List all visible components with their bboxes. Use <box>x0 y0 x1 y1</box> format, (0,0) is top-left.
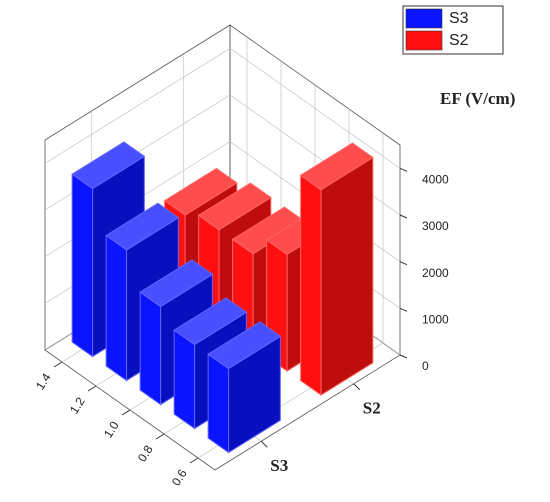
bar-top <box>197 182 272 231</box>
z-tick-label: 2000 <box>422 266 449 280</box>
bar-top <box>299 142 374 191</box>
bar-front <box>139 291 162 406</box>
z-tick <box>399 261 408 266</box>
bar-front <box>173 329 196 430</box>
x-tick <box>87 385 97 392</box>
bar <box>299 142 374 397</box>
x-tick-label: 1.2 <box>67 395 88 417</box>
x-tick-label: 0.6 <box>169 467 190 489</box>
z-axis-label: EF (V/cm) <box>440 89 515 108</box>
y-tick-label: S2 <box>363 399 381 418</box>
x-tick <box>121 409 131 416</box>
z-tick <box>399 307 408 312</box>
z-tick <box>399 214 408 219</box>
bar-top <box>105 202 180 251</box>
x-tick-label: 1.0 <box>101 419 122 441</box>
legend-swatch <box>405 8 443 29</box>
x-tick <box>155 433 165 440</box>
legend-label: S3 <box>449 10 469 27</box>
grid-line <box>44 47 401 169</box>
legend-swatch <box>405 30 443 51</box>
z-tick <box>399 354 408 359</box>
bar-top <box>163 167 238 216</box>
z-tick-label: 4000 <box>422 173 449 187</box>
x-tick-label: 0.8 <box>135 443 156 465</box>
x-tick <box>53 361 63 368</box>
y-tick-label: S3 <box>270 456 288 475</box>
bar-front <box>71 173 94 358</box>
z-tick-label: 1000 <box>422 313 449 327</box>
bar-front <box>105 234 128 382</box>
bar-side <box>320 156 374 396</box>
bar-top <box>71 141 146 190</box>
bar-top <box>139 259 214 308</box>
z-tick-label: 3000 <box>422 219 449 233</box>
y-tick <box>260 440 268 448</box>
bar-front <box>300 174 322 397</box>
bar-front <box>207 353 230 454</box>
x-tick-label: 1.4 <box>33 371 54 393</box>
x-tick <box>189 457 199 464</box>
bar <box>207 321 282 454</box>
z-tick <box>399 167 408 172</box>
z-tick-label: 0 <box>422 359 429 373</box>
legend-label: S2 <box>449 32 469 49</box>
bar-top <box>207 321 282 370</box>
y-tick <box>353 383 361 391</box>
bar-top <box>173 297 248 346</box>
